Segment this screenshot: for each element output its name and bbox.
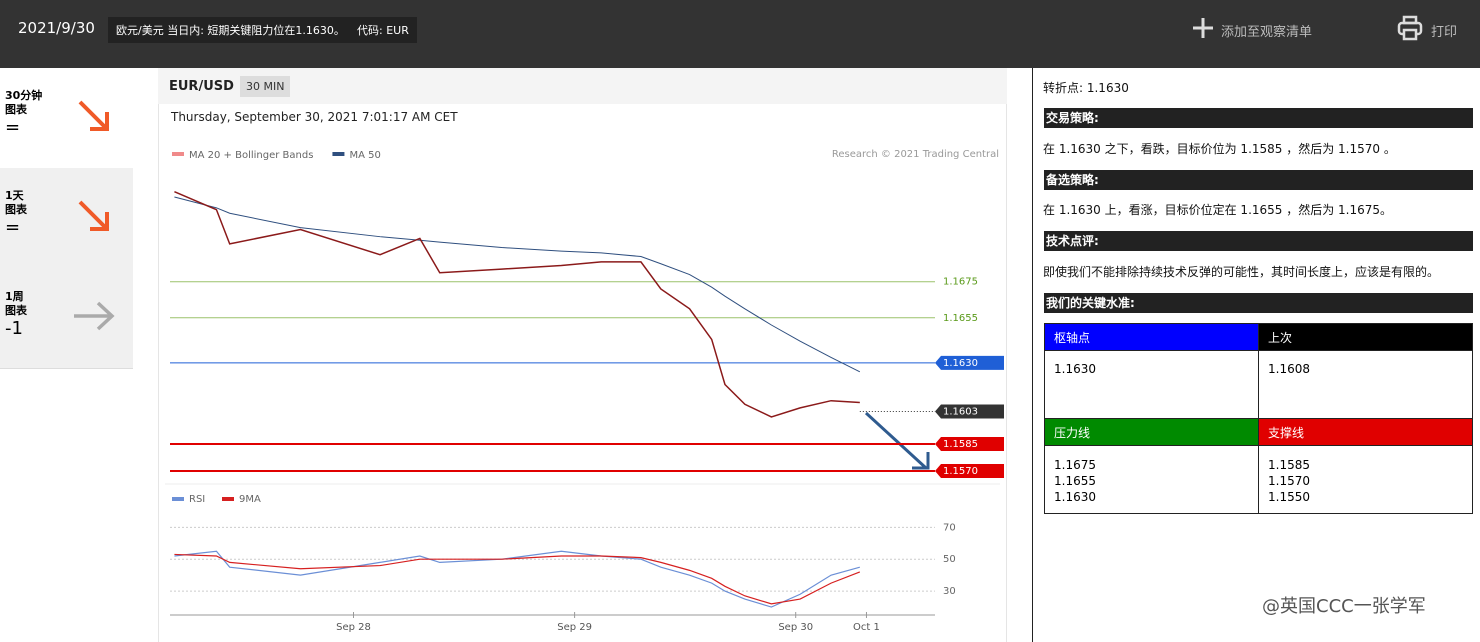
- comment: 即使我们不能排除持续技术反弹的可能性，其时间长度上，应该是有限的。: [1043, 265, 1440, 279]
- rsi-line: [174, 553, 861, 605]
- section-title: 备选策略:: [1044, 170, 1473, 190]
- level-tag: [935, 404, 1004, 419]
- sidebar-item[interactable]: 30分钟 图表 =: [0, 68, 133, 169]
- level: 1.1655: [1054, 474, 1096, 488]
- ma50-line: [174, 196, 861, 373]
- label: 图表: [5, 304, 27, 317]
- chart-border: [1006, 104, 1007, 642]
- section-title: 交易策略:: [1044, 108, 1473, 128]
- period: 1周: [5, 290, 24, 303]
- price-line: [174, 190, 860, 418]
- chart-header: [158, 68, 1007, 104]
- table-header: 枢轴点: [1044, 323, 1259, 351]
- watchlist-button[interactable]: 添加至观察清单: [1221, 25, 1313, 40]
- table-cell: 1.1585 1.1570 1.1550: [1258, 445, 1473, 514]
- header: 2021/9/30 欧元/美元 当日内: 短期关键阻力位在1.1630。 代码:…: [0, 0, 1480, 68]
- value: -1: [5, 318, 23, 339]
- forecast-arrow: [864, 411, 930, 470]
- legend-swatch: [172, 152, 184, 156]
- label: 图表: [5, 103, 27, 116]
- sidebar-item[interactable]: 1天 图表 =: [0, 168, 133, 269]
- legend-swatch: [332, 152, 345, 156]
- x-tick-label: Sep 29: [557, 622, 592, 633]
- period: 1天: [5, 189, 24, 202]
- level-label: 1.1603: [943, 407, 978, 418]
- date: 2021/9/30: [18, 19, 95, 37]
- table-cell: 1.1630: [1044, 350, 1259, 419]
- symbol: EUR/USD: [169, 79, 234, 94]
- level: 1.1570: [1268, 474, 1310, 488]
- table-header: 压力线: [1044, 418, 1259, 446]
- x-tick-label: Sep 28: [336, 622, 371, 633]
- pivot: 转折点: 1.1630: [1043, 81, 1129, 95]
- level-label: 1.1655: [943, 313, 978, 324]
- table-header: 支撑线: [1258, 418, 1473, 446]
- value: =: [5, 117, 21, 138]
- legend-label: MA 50: [349, 150, 380, 161]
- level: 1.1630: [1054, 490, 1096, 504]
- rsi-line: [174, 550, 860, 608]
- legend-swatch: [222, 497, 234, 501]
- y-tick-label: 30: [943, 586, 956, 597]
- level-label: 1.1585: [943, 439, 978, 450]
- level-label: 1.1570: [943, 466, 978, 477]
- period: 30分钟: [5, 89, 43, 102]
- y-tick-label: 50: [943, 554, 956, 565]
- divider: [1032, 68, 1033, 642]
- code: 代码: EUR: [349, 17, 417, 43]
- timestamp: Thursday, September 30, 2021 7:01:17 AM …: [171, 110, 458, 124]
- watermark: @英国CCC一张学军: [1262, 596, 1426, 617]
- headline: 欧元/美元 当日内: 短期关键阻力位在1.1630。: [108, 17, 353, 43]
- legend-label: 9MA: [239, 494, 261, 505]
- arrow-icon: [74, 301, 115, 331]
- section-title: 技术点评:: [1044, 231, 1473, 251]
- legend-swatch: [172, 497, 184, 501]
- level: 1.1585: [1268, 458, 1310, 472]
- level-tag: [935, 463, 1004, 478]
- value: =: [5, 217, 21, 238]
- plus-icon[interactable]: [1192, 17, 1214, 39]
- level-tag: [935, 436, 1004, 451]
- print-button[interactable]: 打印: [1431, 25, 1458, 40]
- level-label: 1.1675: [943, 277, 978, 288]
- x-tick-label: Oct 1: [853, 622, 880, 633]
- table-cell: 1.1608: [1258, 350, 1473, 419]
- strategy: 在 1.1630 之下，看跌，目标价位为 1.1585 ，然后为 1.1570 …: [1043, 142, 1396, 156]
- alternative: 在 1.1630 上，看涨，目标价位定在 1.1655 ，然后为 1.1675。: [1043, 203, 1393, 217]
- table-cell: 1.1675 1.1655 1.1630: [1044, 445, 1259, 514]
- arrow-icon: [78, 100, 109, 131]
- table-header: 上次: [1258, 323, 1473, 351]
- interval: 30 MIN: [240, 76, 291, 97]
- sidebar-item[interactable]: 1周 图表 -1: [0, 268, 133, 369]
- print-icon[interactable]: [1396, 14, 1424, 42]
- section-title: 我们的关键水准:: [1044, 293, 1473, 313]
- arrow-icon: [78, 200, 109, 231]
- legend-label: RSI: [189, 494, 205, 505]
- level: 1.1675: [1054, 458, 1096, 472]
- chart-border: [158, 104, 159, 642]
- label: 图表: [5, 203, 27, 216]
- credit: Research © 2021 Trading Central: [832, 149, 999, 160]
- legend-label: MA 20 + Bollinger Bands: [189, 150, 313, 161]
- level-tag: [935, 355, 1004, 370]
- x-tick-label: Sep 30: [778, 622, 813, 633]
- level: 1.1550: [1268, 490, 1310, 504]
- y-tick-label: 70: [943, 522, 956, 533]
- level-label: 1.1630: [943, 358, 978, 369]
